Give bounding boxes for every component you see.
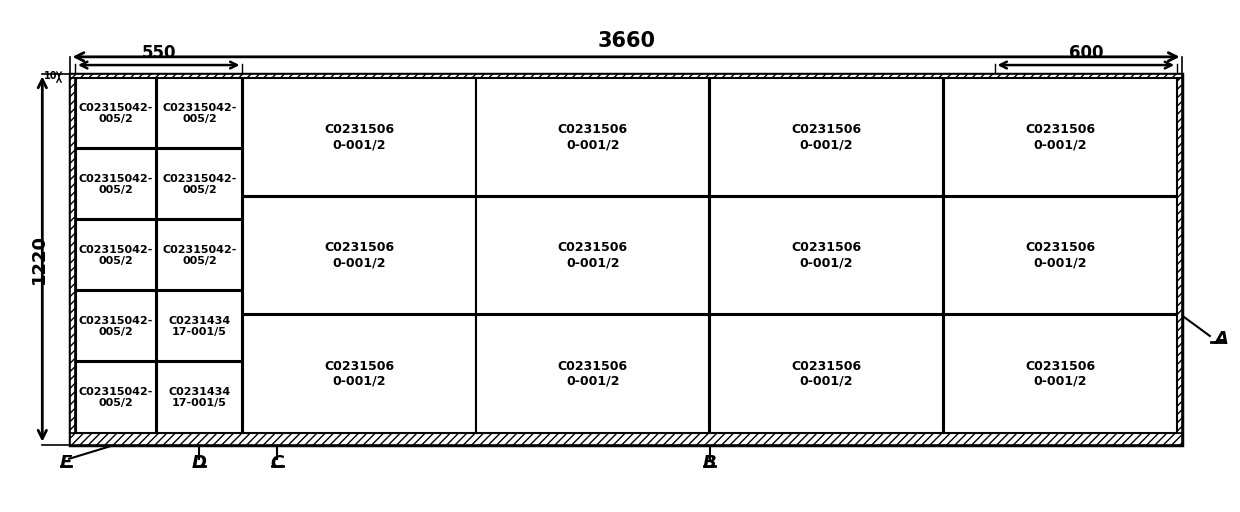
Bar (476, 315, 709, 433)
Bar (157, 220, 242, 290)
Bar (69, 74, 1183, 444)
Text: C0231506
0-001/2: C0231506 0-001/2 (558, 123, 627, 151)
Bar (944, 78, 1177, 196)
Bar (711, 197, 942, 314)
Text: C0231506
0-001/2: C0231506 0-001/2 (324, 360, 394, 388)
Text: 10: 10 (45, 71, 58, 81)
Text: D: D (192, 454, 207, 473)
Bar (157, 362, 242, 433)
Text: C0231434
17-001/5: C0231434 17-001/5 (169, 387, 231, 408)
Text: C0231506
0-001/2: C0231506 0-001/2 (791, 123, 862, 151)
Text: C: C (270, 454, 284, 473)
Bar (76, 78, 156, 148)
Bar (476, 197, 709, 314)
Text: 550: 550 (141, 44, 176, 62)
Text: E: E (60, 454, 72, 473)
Bar (76, 220, 156, 290)
Bar (157, 150, 242, 220)
Text: C0231506
0-001/2: C0231506 0-001/2 (324, 123, 394, 151)
Bar (1177, 78, 1183, 433)
Text: 3660: 3660 (598, 31, 655, 51)
Text: C02315042-
005/2: C02315042- 005/2 (78, 245, 153, 266)
Bar (76, 362, 156, 433)
Bar (476, 78, 709, 196)
Text: B: B (703, 454, 717, 473)
Text: C02315042-
005/2: C02315042- 005/2 (162, 245, 237, 266)
Text: C0231506
0-001/2: C0231506 0-001/2 (791, 241, 862, 269)
Bar (76, 150, 156, 220)
Bar (944, 197, 1177, 314)
Text: C02315042-
005/2: C02315042- 005/2 (78, 315, 153, 337)
Bar (76, 291, 156, 361)
Text: C02315042-
005/2: C02315042- 005/2 (162, 102, 237, 124)
Text: C0231506
0-001/2: C0231506 0-001/2 (791, 360, 862, 388)
Text: C0231506
0-001/2: C0231506 0-001/2 (558, 241, 627, 269)
Bar (69, 78, 76, 433)
Bar (157, 291, 242, 361)
Text: C0231506
0-001/2: C0231506 0-001/2 (324, 241, 394, 269)
Bar (711, 78, 942, 196)
Text: C0231506
0-001/2: C0231506 0-001/2 (1025, 241, 1095, 269)
Text: C02315042-
005/2: C02315042- 005/2 (78, 387, 153, 408)
Text: C0231506
0-001/2: C0231506 0-001/2 (1025, 123, 1095, 151)
Bar (243, 197, 476, 314)
Text: C02315042-
005/2: C02315042- 005/2 (78, 102, 153, 124)
Bar (157, 78, 242, 148)
Bar (69, 74, 1183, 78)
Bar (243, 78, 476, 196)
Bar (711, 315, 942, 433)
Bar (944, 315, 1177, 433)
Bar (69, 433, 1183, 444)
Text: C0231506
0-001/2: C0231506 0-001/2 (558, 360, 627, 388)
Text: C02315042-
005/2: C02315042- 005/2 (162, 174, 237, 195)
Text: C0231434
17-001/5: C0231434 17-001/5 (169, 315, 231, 337)
Text: A: A (1214, 330, 1229, 348)
Text: C0231506
0-001/2: C0231506 0-001/2 (1025, 360, 1095, 388)
Text: 600: 600 (1069, 44, 1104, 62)
Text: 1220: 1220 (30, 234, 47, 284)
Bar (243, 315, 476, 433)
Text: C02315042-
005/2: C02315042- 005/2 (78, 174, 153, 195)
